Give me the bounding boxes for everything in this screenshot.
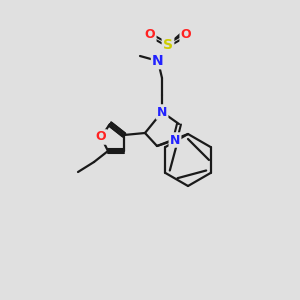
Text: N: N — [157, 106, 167, 118]
Text: S: S — [163, 38, 173, 52]
Text: N: N — [152, 54, 164, 68]
Text: O: O — [181, 28, 191, 41]
Text: O: O — [145, 28, 155, 41]
Text: N: N — [170, 134, 180, 146]
Text: O: O — [96, 130, 106, 143]
